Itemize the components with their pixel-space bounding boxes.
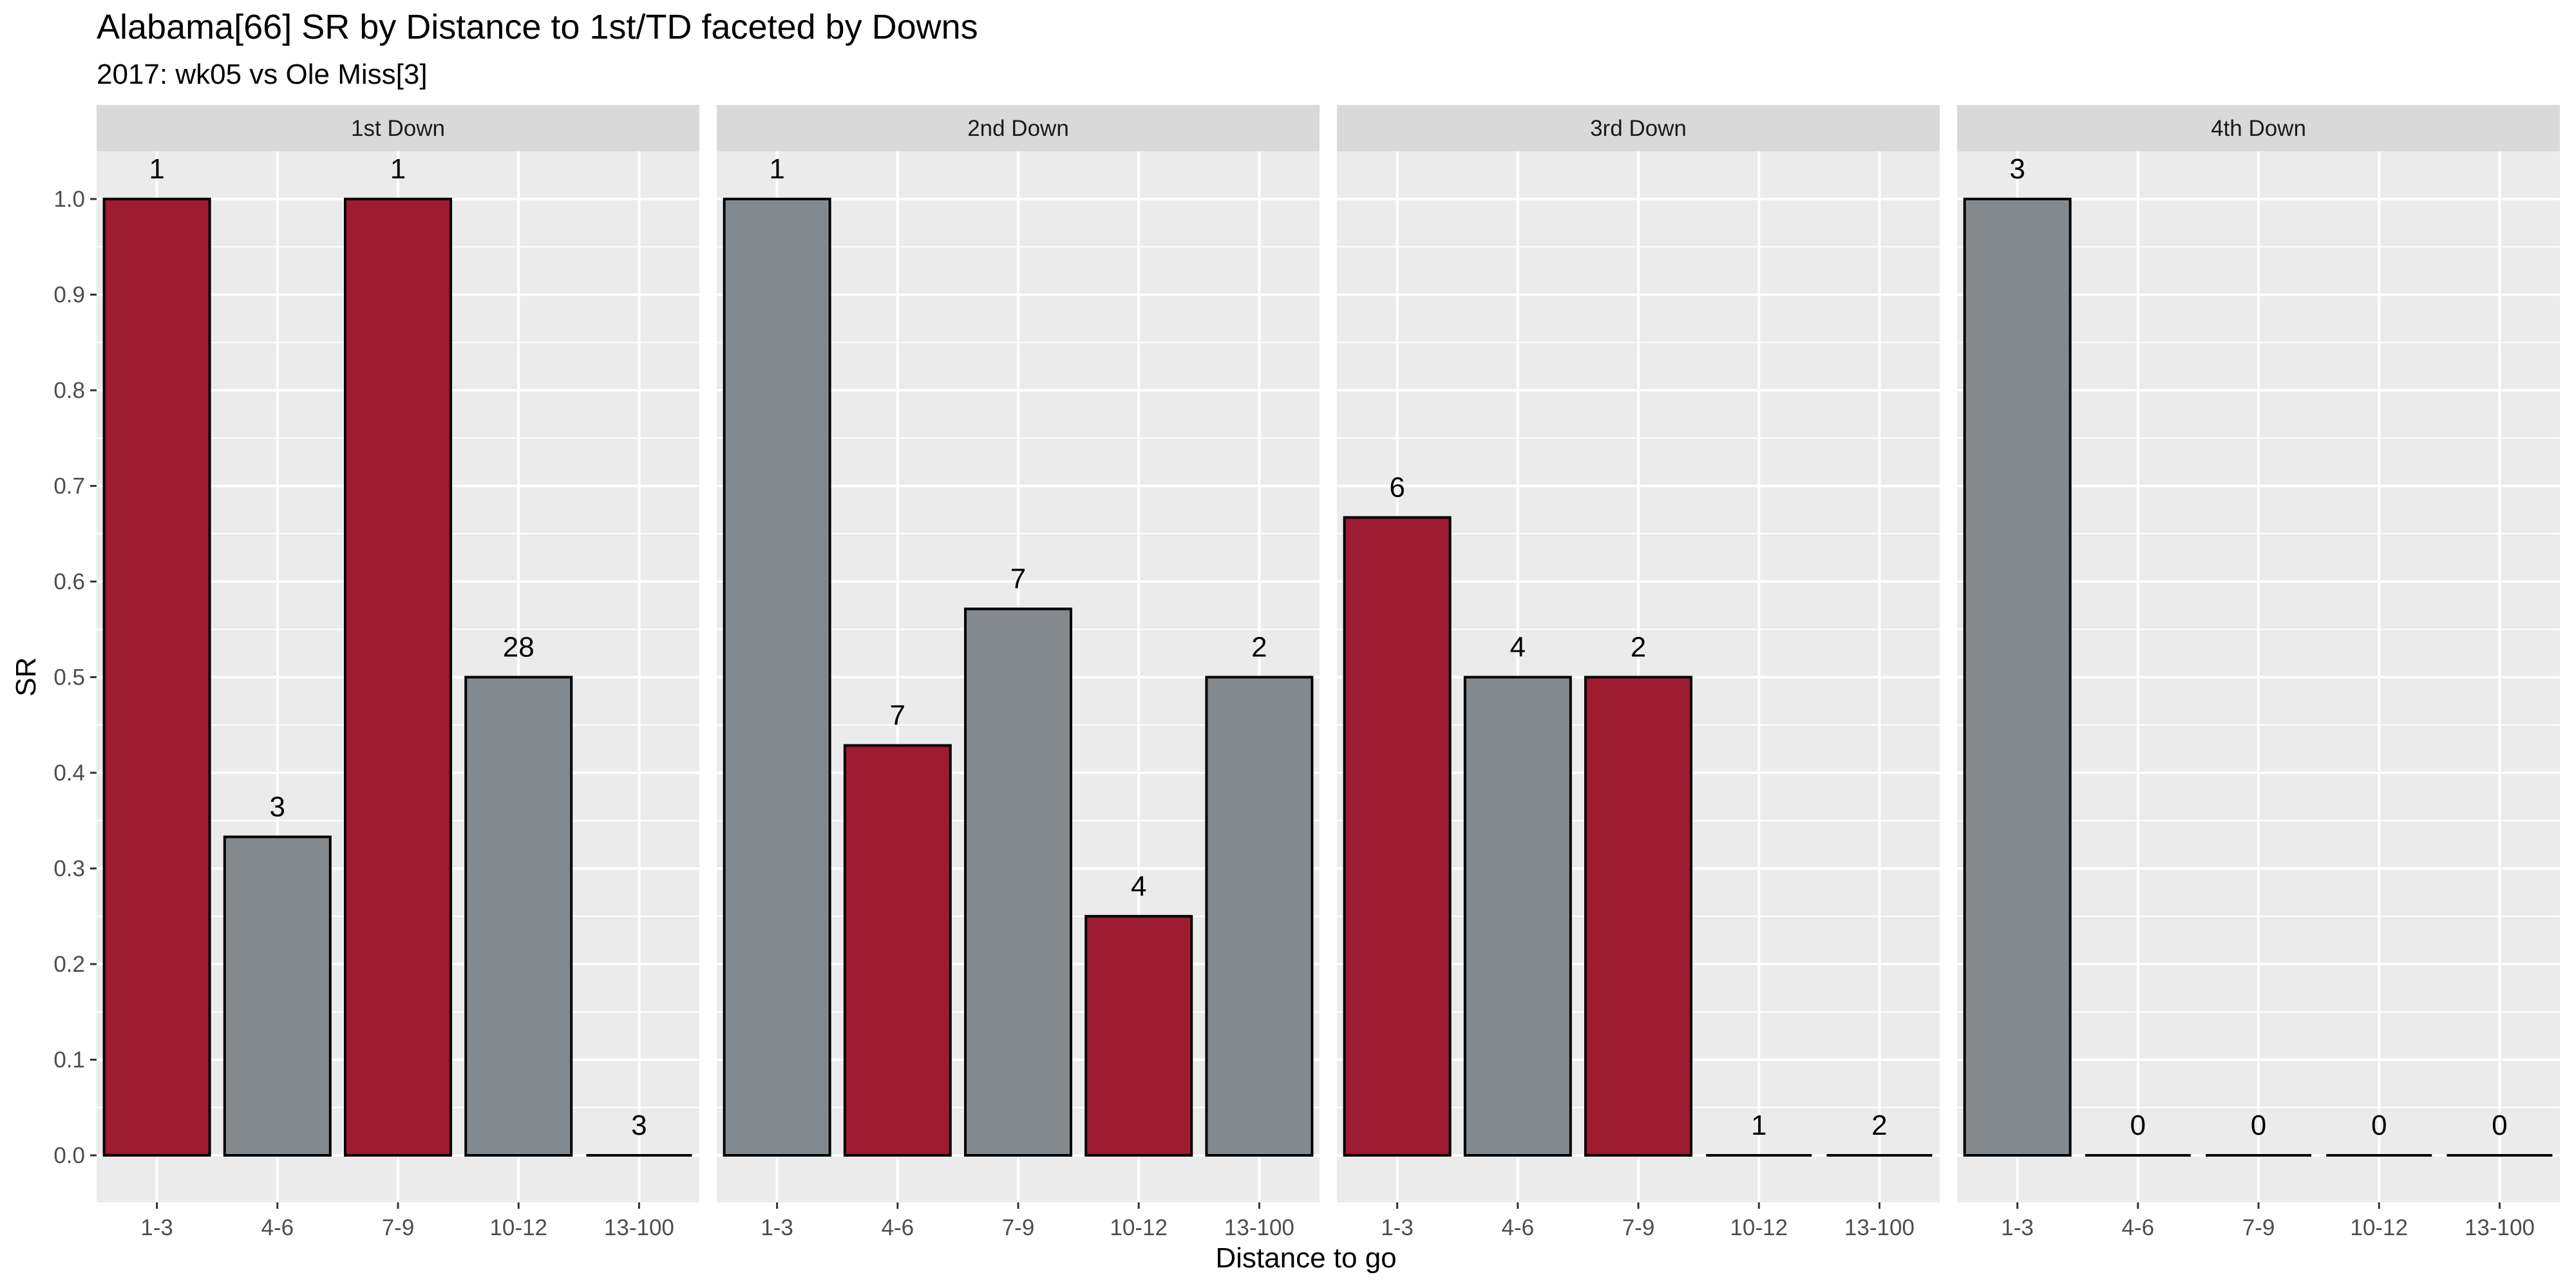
bar-count-label: 7 [890,700,905,732]
facet-panel: 4th Down 3 1-3 0 4-6 0 7-9 0 10-12 0 13-100 [1957,105,2560,1240]
y-axis: 0.0 0.1 0.2 0.3 0.4 0.5 0.6 0.7 0.8 0.9 1.0 [53,187,97,1168]
y-tick-label: 0.8 [53,378,85,403]
y-tick-label: 0.5 [53,665,85,690]
bar [964,607,1072,1157]
bar-count-label: 3 [270,791,285,822]
y-tick-label: 0.4 [53,761,85,786]
bar-count-label: 3 [631,1110,647,1141]
bar [223,835,332,1157]
bar [1343,516,1452,1157]
bar [1084,914,1193,1157]
x-tick-label: 4-6 [882,1215,914,1240]
x-tick-label: 7-9 [382,1215,415,1240]
x-tick-label: 13-100 [604,1215,674,1240]
facet-strip-label: 2nd Down [967,116,1069,141]
facet-strip [1337,105,1940,151]
bar [344,198,452,1157]
x-tick-label: 4-6 [261,1215,294,1240]
bar-count-label: 1 [390,153,406,185]
x-tick-label: 1-3 [140,1215,173,1240]
facet-panel: 2nd Down 1 1-3 7 4-6 7 7-9 4 10-12 2 13-100 [717,105,1320,1240]
x-tick-label: 10-12 [2350,1215,2408,1240]
x-tick-label: 7-9 [1002,1215,1035,1240]
y-tick-label: 0.0 [53,1143,85,1168]
x-tick-label: 13-100 [1844,1215,1915,1240]
x-tick-label: 13-100 [2465,1215,2535,1240]
bar [843,744,952,1157]
x-tick-label: 4-6 [2122,1215,2155,1240]
facet-strip-label: 4th Down [2211,116,2306,141]
facet-panel: 1st Down 1 1-3 3 4-6 1 7-9 28 10-12 3 13-100 [97,105,699,1240]
bar-count-label: 2 [1631,632,1646,663]
bar [1584,676,1692,1157]
bar-count-label: 0 [2130,1110,2146,1141]
bar-count-label: 7 [1010,563,1026,594]
x-tick-label: 4-6 [1502,1215,1535,1240]
y-tick-label: 1.0 [53,187,85,212]
bar-count-label: 0 [2251,1110,2266,1141]
x-tick-label: 10-12 [1110,1215,1168,1240]
facet-strip-label: 3rd Down [1590,116,1687,141]
facet-panel: 3rd Down 6 1-3 4 4-6 2 7-9 1 10-12 2 13-100 [1337,105,1940,1240]
y-axis-title: SR [10,657,42,696]
bar-count-label: 6 [1389,472,1405,504]
facet-strip-label: 1st Down [351,116,445,141]
chart-title: Alabama[66] SR by Distance to 1st/TD fac… [97,8,978,46]
bar-count-label: 1 [769,153,784,185]
x-tick-label: 1-3 [761,1215,793,1240]
facet-strip [97,105,699,151]
x-tick-label: 7-9 [1622,1215,1655,1240]
bar-count-label: 4 [1131,871,1146,902]
bar-count-label: 3 [2009,153,2025,185]
y-tick-label: 0.2 [53,952,85,977]
x-tick-label: 7-9 [2242,1215,2275,1240]
bar-count-label: 28 [503,632,535,663]
bar-count-label: 2 [1871,1110,1887,1141]
x-tick-label: 10-12 [489,1215,547,1240]
bar-count-label: 0 [2371,1110,2387,1141]
bar-count-label: 1 [1751,1110,1766,1141]
bar-count-label: 2 [1251,632,1267,663]
y-tick-label: 0.6 [53,569,85,594]
x-tick-label: 1-3 [2001,1215,2034,1240]
y-tick-label: 0.7 [53,474,85,499]
bar [102,198,211,1157]
bar [464,676,573,1157]
bar-count-label: 1 [149,153,164,185]
bar [723,198,831,1157]
y-tick-label: 0.9 [53,283,85,308]
bar [1963,198,2072,1157]
y-tick-label: 0.1 [53,1048,85,1073]
facet-strip [1957,105,2560,151]
bar [1205,676,1314,1157]
bar-count-label: 0 [2492,1110,2507,1141]
bar-count-label: 4 [1510,632,1526,663]
facet-strip [717,105,1320,151]
bar [1463,676,1572,1157]
x-tick-label: 10-12 [1730,1215,1788,1240]
y-tick-label: 0.3 [53,857,85,882]
x-tick-label: 13-100 [1224,1215,1294,1240]
chart-subtitle: 2017: wk05 vs Ole Miss[3] [97,59,428,90]
x-axis-title: Distance to go [1215,1242,1396,1274]
x-tick-label: 1-3 [1381,1215,1414,1240]
